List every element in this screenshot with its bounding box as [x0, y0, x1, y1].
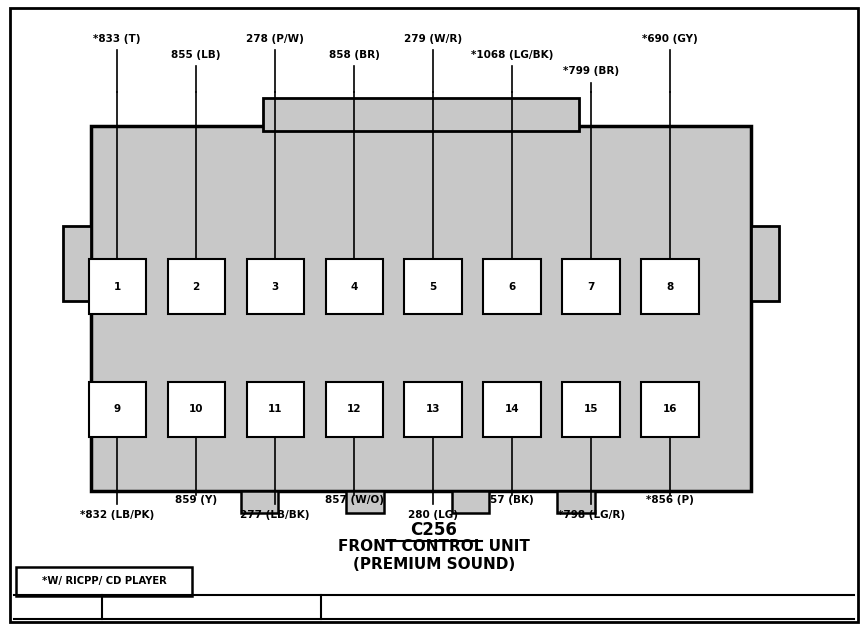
- Text: 1: 1: [114, 282, 121, 292]
- Text: 8: 8: [667, 282, 674, 292]
- Bar: [557, 491, 595, 513]
- Text: 12: 12: [347, 404, 361, 415]
- Bar: [63, 226, 91, 301]
- Text: 14: 14: [505, 404, 519, 415]
- Text: *W/ RICPP/ CD PLAYER: *W/ RICPP/ CD PLAYER: [42, 576, 167, 587]
- Text: 858 (BR): 858 (BR): [329, 50, 379, 60]
- Bar: [89, 382, 146, 437]
- Text: 2: 2: [193, 282, 200, 292]
- Bar: [483, 382, 541, 437]
- Text: 7: 7: [588, 282, 595, 292]
- Text: FRONT CONTROL UNIT: FRONT CONTROL UNIT: [338, 539, 530, 554]
- Text: 279 (W/R): 279 (W/R): [404, 34, 462, 44]
- Bar: [562, 382, 620, 437]
- Bar: [751, 226, 779, 301]
- Bar: [168, 259, 225, 314]
- Bar: [247, 259, 304, 314]
- Text: 4: 4: [351, 282, 358, 292]
- Text: *799 (BR): *799 (BR): [563, 66, 619, 76]
- Text: *856 (P): *856 (P): [646, 495, 694, 505]
- Text: 3: 3: [272, 282, 279, 292]
- Text: *1068 (LG/BK): *1068 (LG/BK): [471, 50, 553, 60]
- Text: C256: C256: [411, 520, 457, 539]
- Bar: [326, 382, 383, 437]
- Text: (PREMIUM SOUND): (PREMIUM SOUND): [353, 557, 515, 572]
- Text: 278 (P/W): 278 (P/W): [247, 34, 304, 44]
- Text: 5: 5: [430, 282, 437, 292]
- Text: 859 (Y): 859 (Y): [175, 495, 217, 505]
- Bar: [451, 491, 490, 513]
- FancyBboxPatch shape: [16, 567, 192, 596]
- Bar: [240, 491, 278, 513]
- Text: 277 (LB/BK): 277 (LB/BK): [240, 510, 310, 520]
- Text: 9: 9: [114, 404, 121, 415]
- Bar: [346, 491, 384, 513]
- Text: 6: 6: [509, 282, 516, 292]
- Bar: [641, 382, 699, 437]
- Bar: [483, 259, 541, 314]
- Text: 57 (BK): 57 (BK): [490, 495, 534, 505]
- Text: 280 (LG): 280 (LG): [408, 510, 458, 520]
- Bar: [326, 259, 383, 314]
- Bar: [263, 98, 579, 131]
- Bar: [247, 382, 304, 437]
- Bar: [404, 259, 462, 314]
- Bar: [89, 259, 146, 314]
- Text: 10: 10: [189, 404, 203, 415]
- Text: *833 (T): *833 (T): [94, 34, 141, 44]
- Bar: [562, 259, 620, 314]
- Text: *690 (GY): *690 (GY): [642, 34, 698, 44]
- Text: 16: 16: [663, 404, 677, 415]
- Text: 855 (LB): 855 (LB): [171, 50, 221, 60]
- Text: 15: 15: [584, 404, 598, 415]
- Bar: [168, 382, 225, 437]
- Text: *832 (LB/PK): *832 (LB/PK): [80, 510, 155, 520]
- Bar: [641, 259, 699, 314]
- Bar: [404, 382, 462, 437]
- Text: 11: 11: [268, 404, 282, 415]
- Text: 13: 13: [426, 404, 440, 415]
- Text: 857 (W/O): 857 (W/O): [325, 495, 384, 505]
- Text: *798 (LG/R): *798 (LG/R): [557, 510, 625, 520]
- Bar: [91, 126, 751, 491]
